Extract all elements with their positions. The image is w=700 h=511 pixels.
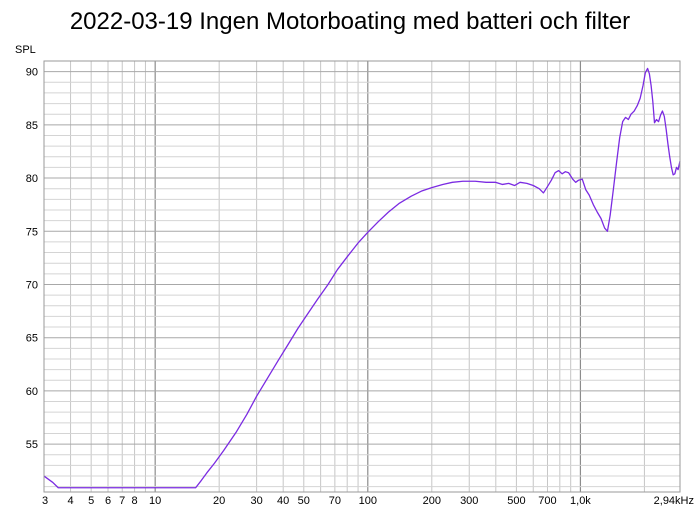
x-tick-label: 2,94kHz — [654, 495, 694, 507]
x-tick-label: 3 — [42, 495, 48, 507]
x-tick-label: 30 — [250, 495, 262, 507]
y-tick-label: 85 — [26, 120, 38, 132]
x-tick-label: 6 — [105, 495, 111, 507]
plot-background — [44, 61, 680, 492]
y-tick-label: 75 — [26, 226, 38, 238]
y-axis-label: SPL — [15, 44, 36, 56]
x-tick-label: 20 — [213, 495, 225, 507]
x-tick-label: 300 — [460, 495, 478, 507]
x-tick-label: 4 — [68, 495, 74, 507]
y-tick-label: 60 — [26, 386, 38, 398]
y-tick-label: 70 — [26, 279, 38, 291]
x-tick-label: 5 — [88, 495, 94, 507]
spl-response-line — [43, 67, 681, 489]
x-tick-label: 40 — [277, 495, 289, 507]
y-tick-labels: 55 60 65 70 75 80 85 90 — [26, 67, 38, 451]
x-tick-label: 8 — [132, 495, 138, 507]
y-tick-label: 90 — [26, 67, 38, 79]
chart-title: 2022-03-19 Ingen Motorboating med batter… — [69, 8, 631, 35]
grid-lines — [44, 60, 680, 492]
series-group — [43, 67, 681, 489]
y-tick-label: 80 — [26, 173, 38, 185]
x-tick-labels: 3 4 5 6 7 8 10 20 30 40 50 70 100 200 300 500 700 1,0k 2,9… — [42, 495, 694, 507]
x-tick-label: 70 — [329, 495, 341, 507]
x-tick-label: 10 — [149, 495, 161, 507]
x-tick-label: 100 — [359, 495, 377, 507]
x-tick-label: 1,0k — [570, 495, 591, 507]
y-tick-label: 55 — [26, 439, 38, 451]
plot-frame — [43, 60, 681, 493]
x-tick-label: 500 — [507, 495, 525, 507]
x-tick-label: 700 — [538, 495, 556, 507]
x-tick-label: 200 — [423, 495, 441, 507]
y-tick-label: 65 — [26, 333, 38, 345]
x-tick-label: 50 — [298, 495, 310, 507]
x-tick-label: 7 — [119, 495, 125, 507]
